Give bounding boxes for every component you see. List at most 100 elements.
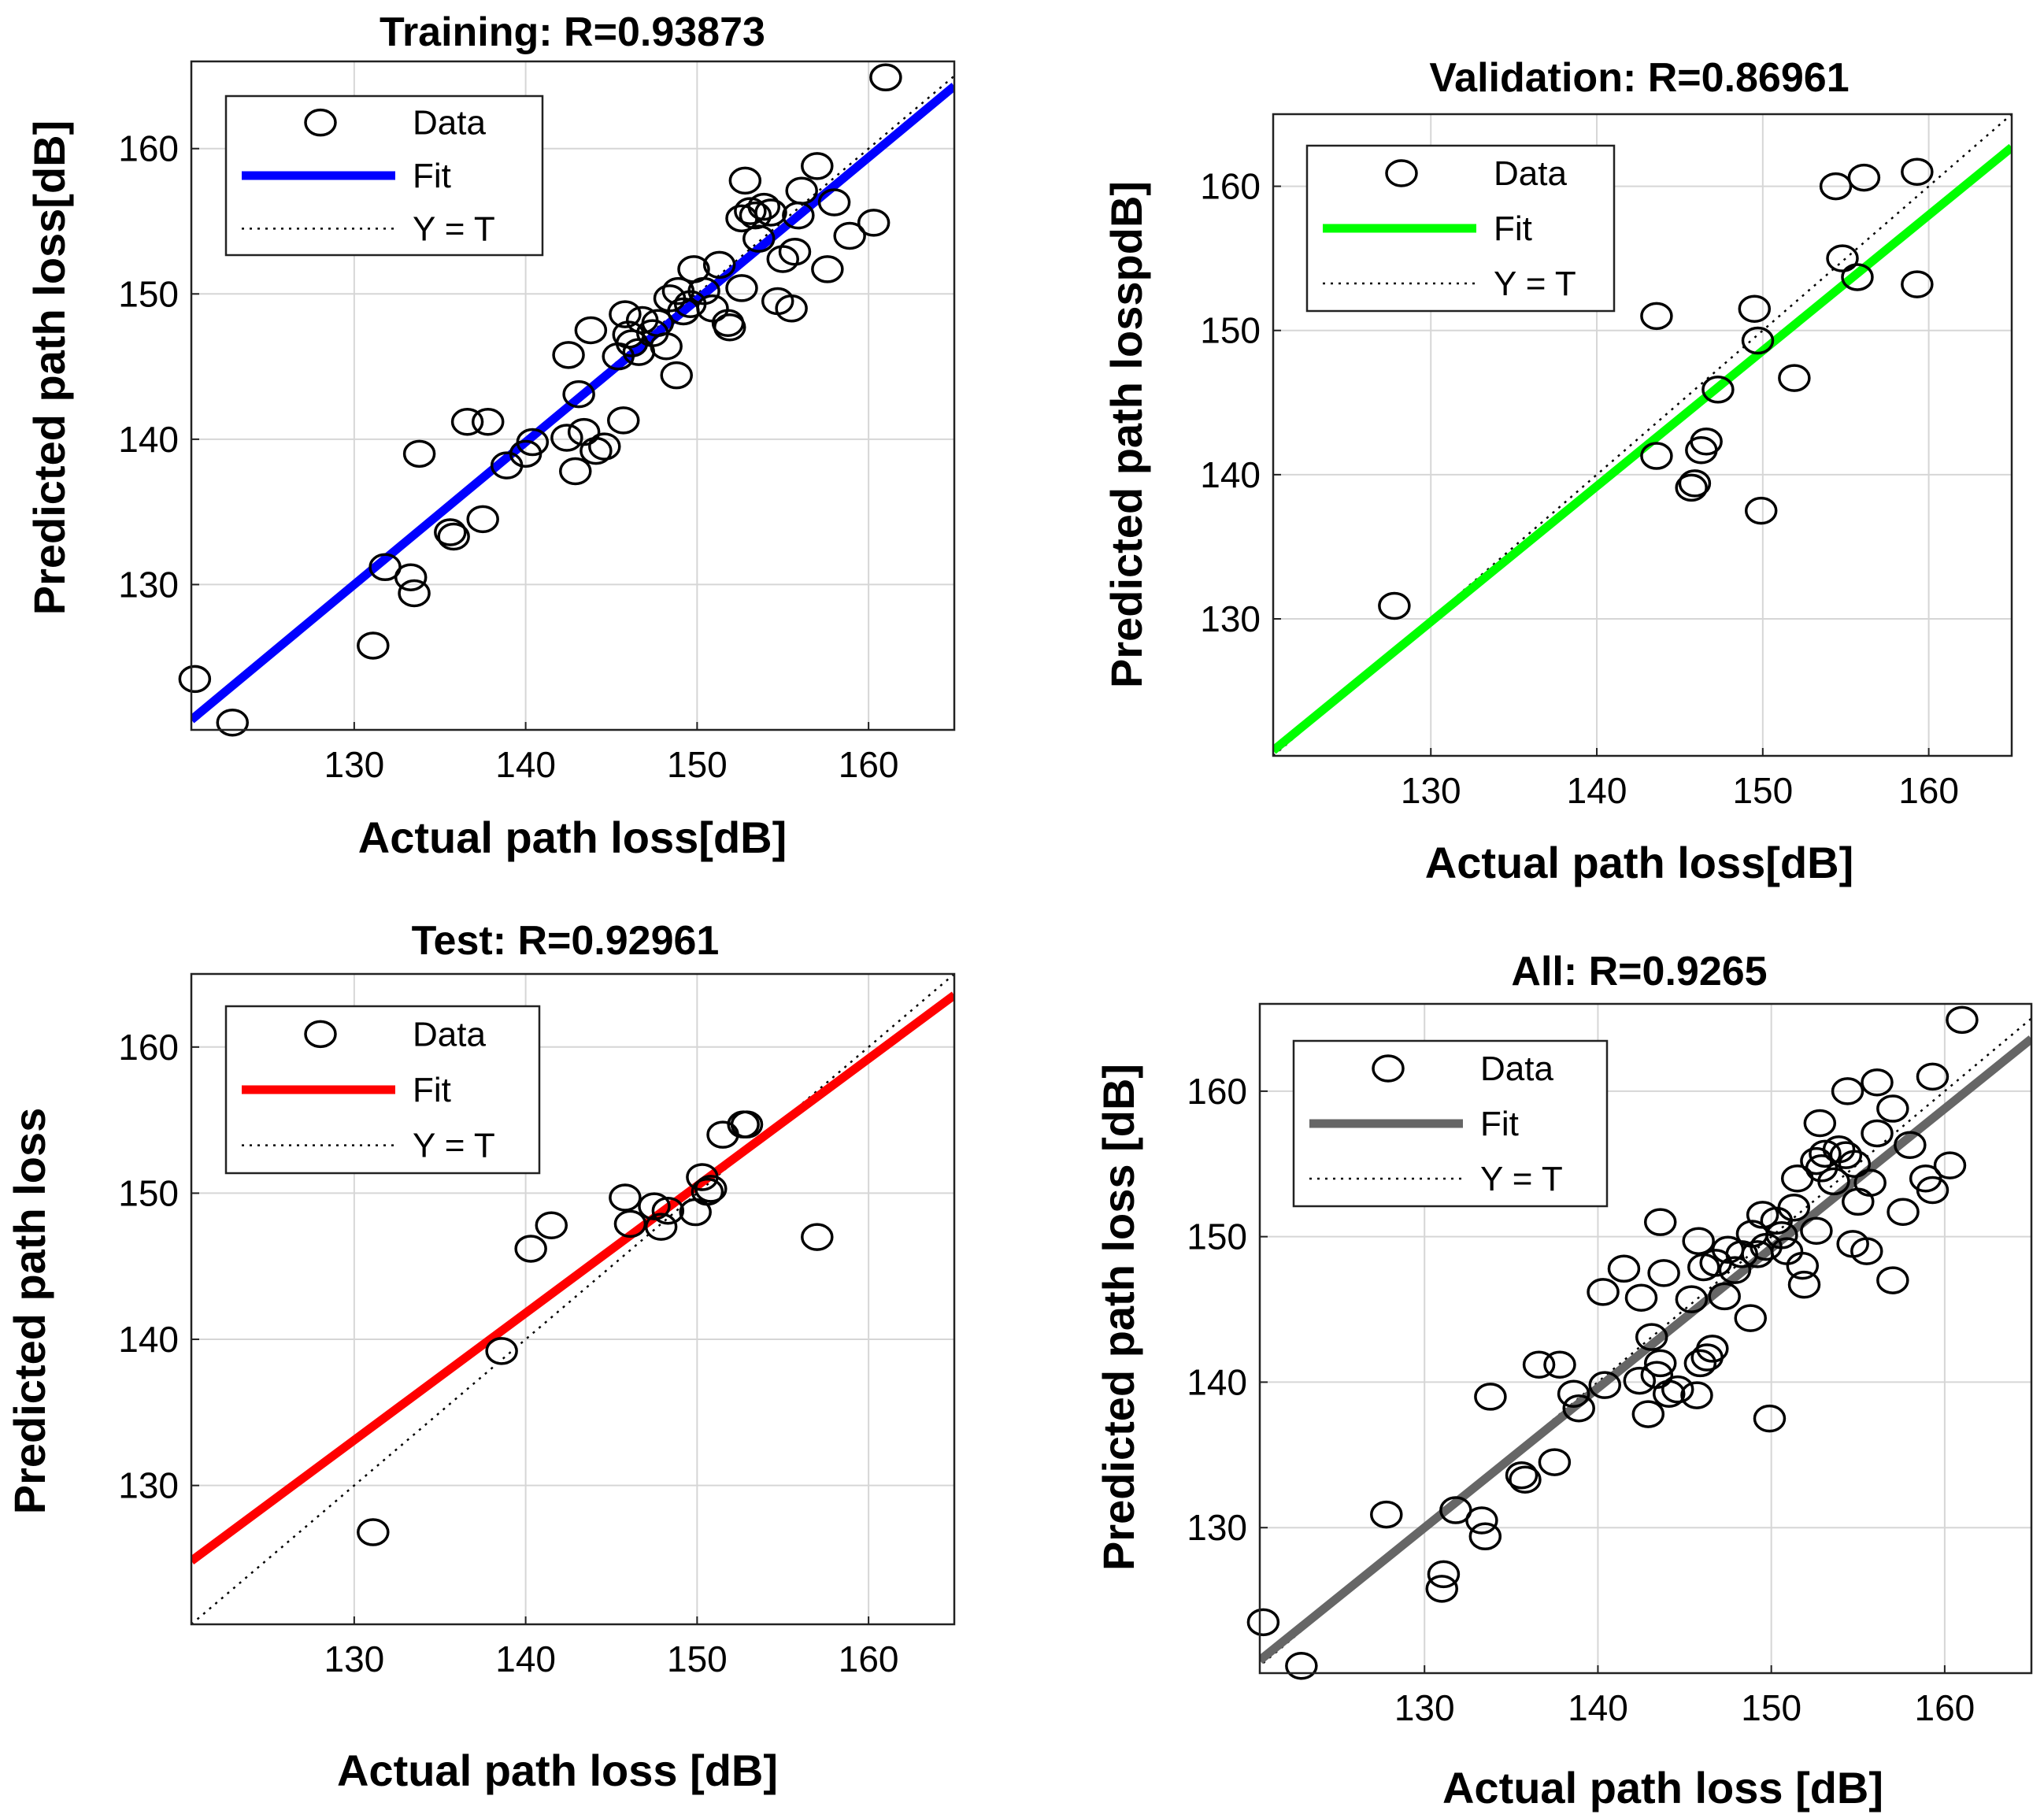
test-legend-marker [304,1020,337,1049]
training-legend-marker [304,108,337,137]
validation-data-point [1675,473,1708,502]
all-data-point [1876,1094,1909,1123]
all-data-point [1509,1465,1542,1494]
all-data-point [1468,1522,1502,1551]
validation-data-point [1901,157,1934,187]
all-data-point [1829,1141,1863,1169]
training-plot-title: Training: R=0.93873 [380,9,765,55]
all-x-tick-label: 140 [1568,1687,1628,1728]
test-legend: Data Fit Y = T [224,1005,541,1175]
all-data-point [1916,1176,1950,1205]
all-data-point [1474,1383,1507,1411]
test-data-point [691,1177,724,1206]
training-data-point [728,166,762,195]
all-data-point [1588,1371,1621,1399]
all-data-point [1850,1237,1883,1265]
all-legend-ref-label: Y = T [1480,1160,1563,1198]
all-data-point [1718,1256,1752,1284]
training-data-point [562,380,595,409]
all-data-point [1786,1251,1820,1280]
training-data-point [357,631,390,660]
all-data-point [1708,1282,1741,1311]
training-data-point [588,432,621,461]
test-x-axis-label: Actual path loss [dB] [337,1746,778,1795]
validation-data-point [1640,302,1673,331]
validation-legend-fit-label: Fit [1494,209,1532,248]
training-axes-frame [190,60,956,731]
validation-data-point [1378,591,1411,620]
training-data-point [817,188,851,217]
training-y-tick-label: 160 [118,128,179,169]
all-legend-fit-label: Fit [1480,1105,1519,1143]
all-x-axis-label: Actual path loss [dB] [1442,1763,1883,1812]
test-data-point [638,1192,671,1220]
all-data-point [1861,1068,1894,1097]
test-data-point [609,1183,642,1212]
training-data-point [606,406,640,435]
all-data-point [1734,1304,1767,1332]
test-data-point [514,1235,547,1263]
training-data-point [713,313,746,342]
validation-y-tick-label: 130 [1200,598,1261,639]
training-data-point [402,439,436,468]
training-data-point [811,255,844,283]
training-x-tick-label: 160 [839,744,899,785]
validation-data-point [1826,244,1859,272]
training-data-point [580,436,613,465]
validation-data-point [1778,364,1811,392]
all-data-point [1800,1216,1833,1246]
training-data-point [559,457,592,486]
validation-y-tick-label: 160 [1200,166,1261,207]
training-data-point [734,197,767,225]
all-data-point [1562,1394,1595,1423]
all-data-point [1753,1404,1787,1433]
test-data-point [535,1211,568,1240]
test-x-tick-label: 140 [495,1638,556,1679]
all-data-point [1285,1652,1318,1680]
all-data-point [1635,1323,1668,1351]
all-data-point [1876,1266,1909,1294]
training-data-point [739,201,772,230]
training-y-axis-label: Predicted path loss[dB] [24,120,74,616]
training-data-point [550,424,583,452]
all-data-point [1683,1349,1717,1378]
validation-x-tick-label: 130 [1401,770,1461,811]
test-fit-line [191,991,954,1564]
training-data-point [742,224,776,253]
training-legend-ref-label: Y = T [413,209,495,248]
training-data-point [869,63,902,92]
validation-data-point [1744,496,1778,525]
subplot-validation: Validation: R=0.86961 Actual path loss[d… [1102,55,2013,887]
all-data-point [1624,1283,1658,1313]
all-data-point [1643,1349,1677,1378]
validation-legend-ref-label: Y = T [1494,265,1576,303]
test-legend-fit-label: Fit [413,1071,451,1109]
all-data-point [1587,1278,1620,1306]
all-data-point [1861,1119,1894,1148]
all-data-point [1505,1461,1539,1490]
validation-legend: Data Fit Y = T [1305,144,1616,313]
all-data-point [1770,1237,1804,1265]
all-data-point [1465,1506,1498,1535]
training-data-point [394,563,428,591]
training-data-point [747,192,781,221]
test-axes-frame [190,972,956,1626]
all-data-point [1817,1167,1850,1196]
all-y-tick-label: 130 [1187,1507,1247,1548]
subplot-training: Training: R=0.93873 Actual path loss[dB]… [24,9,956,862]
all-legend-marker [1372,1054,1405,1083]
training-y-tick-label: 140 [118,419,179,460]
validation-y-axis-label: Predicted path losspdB] [1102,181,1151,688]
validation-data-point [1841,263,1874,291]
training-data-point [437,522,470,551]
training-data-point [650,331,683,361]
training-x-tick-label: 150 [667,744,728,785]
test-x-tick-label: 160 [839,1638,899,1679]
training-data-point [398,579,431,608]
validation-x-tick-label: 160 [1898,770,1959,811]
test-data-point [357,1518,390,1546]
training-data-point [434,518,467,546]
all-data-point [1246,1608,1280,1637]
validation-data-point [1678,469,1712,498]
